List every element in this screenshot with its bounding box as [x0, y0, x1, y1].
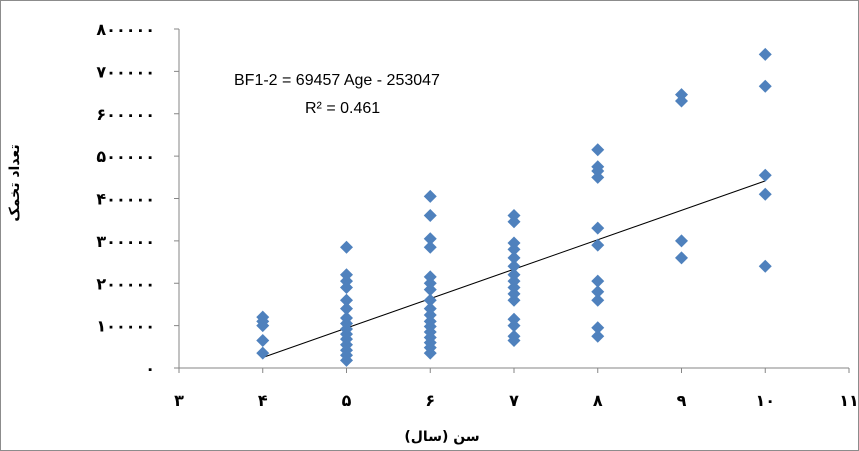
data-point-diamond [423, 208, 437, 222]
data-point-diamond [340, 293, 353, 307]
y-tick-label: ۵۰۰۰۰۰ [96, 147, 155, 166]
data-point-diamond [423, 232, 437, 246]
axes: ۰ ۱۰۰۰۰۰ ۲۰۰۰۰۰ ۳۰۰۰۰۰ ۴۰۰۰۰۰ ۵۰۰۰۰۰ ۶۰۰۰۰۰ ۷۰۰… [96, 20, 858, 410]
data-point-diamond [507, 251, 521, 265]
y-tick-label: ۷۰۰۰۰۰ [96, 62, 155, 81]
data-point-diamond [340, 302, 353, 316]
data-point-diamond [675, 234, 688, 248]
data-point-diamond [591, 321, 605, 335]
data-point-diamond [340, 240, 353, 254]
data-point-diamond [675, 88, 688, 102]
data-point-diamond [507, 208, 521, 222]
data-point-diamond [591, 274, 605, 288]
data-point-diamond [675, 251, 688, 265]
data-point-diamond [340, 311, 353, 325]
data-point-diamond [591, 293, 605, 307]
y-tick-label: ۰ [145, 359, 155, 378]
data-point-diamond [256, 310, 270, 324]
y-tick-label: ۳۰۰۰۰۰ [96, 232, 155, 251]
data-point-diamond [340, 268, 353, 282]
data-point-diamond [507, 329, 521, 343]
data-point-diamond [758, 259, 772, 273]
x-tick-label: ۱۰ [755, 391, 775, 410]
y-tick-label: ۱۰۰۰۰۰ [96, 317, 155, 336]
data-point-diamond [423, 240, 437, 254]
data-point-diamond [256, 333, 270, 347]
y-tick-label: ۸۰۰۰۰۰ [96, 20, 155, 39]
x-tick-label: ۵ [342, 391, 352, 410]
data-point-diamond [591, 221, 605, 235]
x-tick-label: ۷ [509, 391, 519, 410]
data-point-diamond [591, 329, 605, 343]
data-point-diamond [758, 168, 772, 182]
data-point-diamond [256, 346, 270, 360]
data-point-diamond [591, 143, 605, 157]
x-tick-label: ۴ [258, 391, 268, 410]
x-tick-label: ۱۱ [839, 391, 858, 410]
y-tick-label: ۴۰۰۰۰۰ [96, 190, 155, 209]
x-tick-label: ۶ [425, 391, 435, 410]
y-axis-title: تعداد تخمک [7, 144, 23, 221]
trendline-equation: BF1-2 = 69457 Age - 253047 [234, 72, 440, 89]
data-point-diamond [758, 47, 772, 61]
y-tick-label: ۶۰۰۰۰۰ [96, 105, 155, 124]
data-point-diamond [758, 79, 772, 93]
data-point-diamond [423, 293, 437, 307]
data-point-diamond [423, 270, 437, 284]
data-point-diamond [758, 187, 772, 201]
data-point-diamond [591, 160, 605, 174]
data-point-diamond [507, 312, 521, 326]
x-tick-label: ۹ [677, 391, 687, 410]
r-squared-label: R² = 0.461 [305, 100, 380, 117]
x-tick-label: ۸ [593, 391, 603, 410]
data-point-diamond [507, 259, 521, 273]
data-points [256, 47, 772, 367]
x-tick-label: ۳ [174, 391, 184, 410]
y-tick-label: ۲۰۰۰۰۰ [96, 274, 155, 293]
data-point-diamond [591, 285, 605, 299]
x-axis-title: سن (سال) [404, 429, 479, 445]
data-point-diamond [423, 302, 437, 316]
data-point-diamond [591, 238, 605, 252]
data-point-diamond [423, 189, 437, 203]
data-point-diamond [507, 236, 521, 250]
data-point-diamond [507, 268, 521, 282]
